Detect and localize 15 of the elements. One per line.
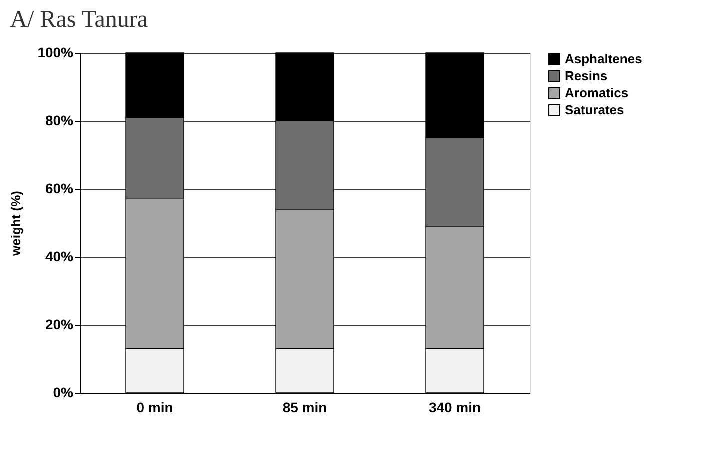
legend-label: Saturates <box>565 102 624 118</box>
legend-label: Aromatics <box>565 86 629 100</box>
x-tick-label: 85 min <box>282 400 328 416</box>
y-tick-label: 60% <box>45 180 74 196</box>
x-tick-label: 340 min <box>428 400 482 416</box>
x-tick-label: 0 min <box>136 400 174 416</box>
y-tick-label: 0% <box>53 384 74 400</box>
y-tick-label: 20% <box>45 316 74 332</box>
legend-label: Resins <box>565 68 608 84</box>
y-axis-title: weight (%) <box>8 191 24 257</box>
y-tick-label: 100% <box>38 44 74 60</box>
y-tick-label: 80% <box>45 112 74 128</box>
y-tick-label: 40% <box>45 248 74 264</box>
legend-label: Asphaltenes <box>565 52 642 66</box>
chart-title: A/ Ras Tanura <box>10 7 148 33</box>
